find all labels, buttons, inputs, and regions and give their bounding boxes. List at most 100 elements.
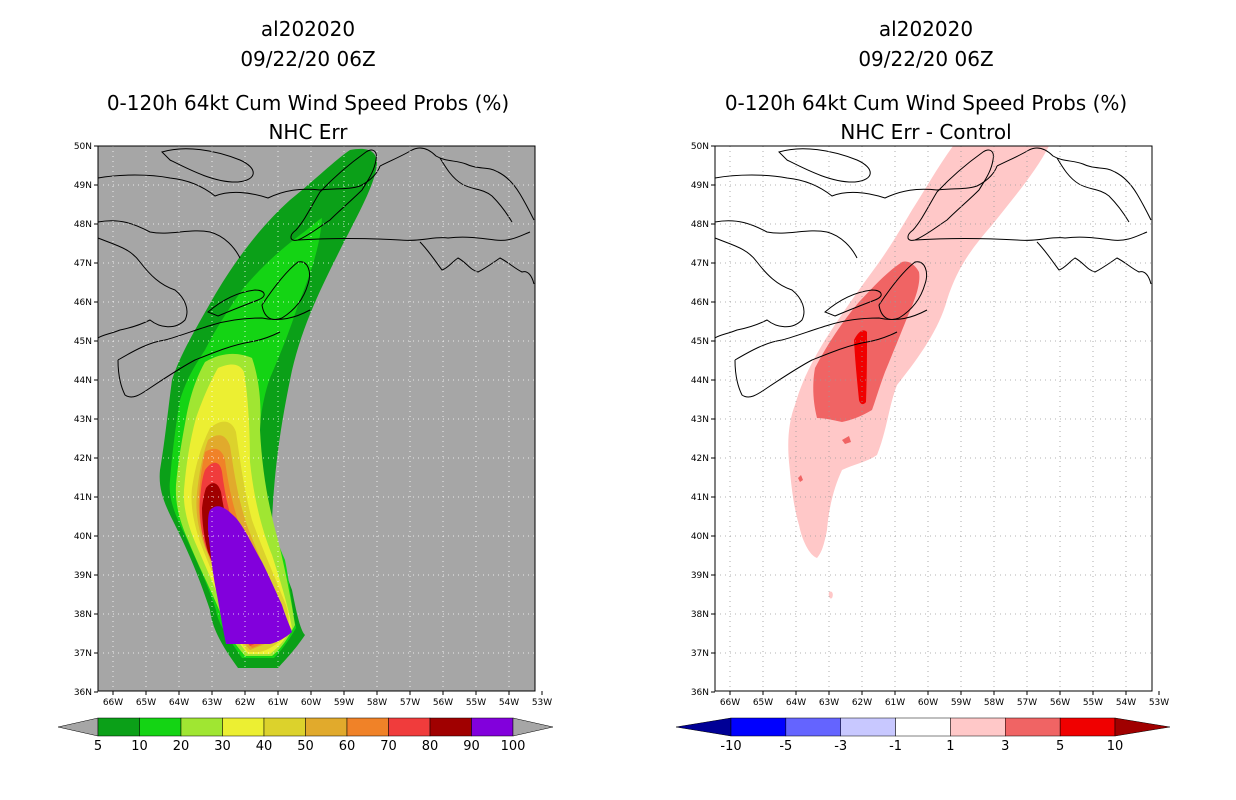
colorbar-arrow-high	[512, 717, 554, 737]
lon-label: 60W	[918, 698, 938, 708]
colorbar-label: 50	[297, 739, 314, 754]
lat-label: 48N	[74, 220, 92, 230]
colorbar-box	[840, 717, 896, 737]
colorbar-label: 1	[946, 739, 954, 754]
left-map-panel: 50N 49N 48N 47N 46N 45N 44N 43N 42N 41N 40N 39N 38N 3…	[57, 142, 554, 754]
colorbar-label: 70	[380, 739, 397, 754]
lat-label: 45N	[74, 337, 92, 347]
lat-label: 36N	[74, 688, 92, 698]
lat-label: 49N	[74, 181, 92, 191]
colorbar-label: 5	[94, 739, 102, 754]
left-lon-labels: 66W 65W 64W 63W 62W 61W 60W 59W 58W 57W 56W 55W 54W 5…	[103, 691, 552, 708]
lat-label: 36N	[691, 688, 709, 698]
lon-label: 58W	[367, 698, 387, 708]
diff-contour-3-spot-b	[798, 475, 803, 482]
right-gridlines	[715, 146, 1152, 691]
colorbar-box	[429, 717, 472, 737]
lat-label: 43N	[74, 415, 92, 425]
lon-label: 64W	[786, 698, 806, 708]
lat-label: 38N	[691, 610, 709, 620]
colorbar-box	[346, 717, 389, 737]
lon-label: 63W	[202, 698, 222, 708]
colorbar-label: 20	[173, 739, 190, 754]
lon-label: 61W	[268, 698, 288, 708]
colorbar-label: 90	[463, 739, 480, 754]
colorbar-label: -3	[834, 739, 847, 754]
colorbar-label: 3	[1001, 739, 1009, 754]
colorbar-box	[139, 717, 182, 737]
lon-label: 57W	[1017, 698, 1037, 708]
lat-label: 49N	[691, 181, 709, 191]
colorbar-arrow-low	[57, 717, 99, 737]
colorbar-label: 5	[1056, 739, 1064, 754]
lat-label: 41N	[74, 493, 92, 503]
diff-contour-3-spot-a	[842, 436, 851, 444]
lon-label: 58W	[984, 698, 1004, 708]
lon-label: 62W	[852, 698, 872, 708]
colorbar-box	[730, 717, 787, 737]
lon-label: 64W	[169, 698, 189, 708]
colorbar-box	[1005, 717, 1061, 737]
lon-label: 65W	[753, 698, 773, 708]
left-datetime: 09/22/20 06Z	[240, 47, 376, 71]
lat-label: 46N	[691, 298, 709, 308]
lat-label: 47N	[691, 259, 709, 269]
left-storm-id: al202020	[260, 17, 356, 41]
lat-label: 50N	[74, 142, 92, 152]
lat-label: 43N	[691, 415, 709, 425]
colorbar-box	[471, 717, 514, 737]
lon-label: 57W	[400, 698, 420, 708]
colorbar-arrow-low	[675, 717, 732, 737]
colorbar-box	[305, 717, 348, 737]
lon-label: 66W	[103, 698, 123, 708]
lon-label: 59W	[334, 698, 354, 708]
lat-label: 38N	[74, 610, 92, 620]
diff-contour-1	[788, 146, 1049, 558]
lon-label: 54W	[1116, 698, 1136, 708]
lat-label: 50N	[691, 142, 709, 152]
colorbar-label: 10	[1107, 739, 1124, 754]
colorbar-label: -5	[779, 739, 792, 754]
lat-label: 48N	[691, 220, 709, 230]
colorbar-label: 30	[214, 739, 231, 754]
lon-label: 60W	[301, 698, 321, 708]
right-storm-id: al202020	[878, 17, 974, 41]
right-datetime: 09/22/20 06Z	[858, 47, 994, 71]
left-subtitle: NHC Err	[268, 120, 348, 144]
lon-label: 54W	[499, 698, 519, 708]
colorbar-arrow-high	[1114, 717, 1171, 737]
colorbar-label: 40	[256, 739, 273, 754]
lon-label: 63W	[819, 698, 839, 708]
colorbar-box	[97, 717, 140, 737]
diff-contour-1-spot	[828, 591, 833, 599]
colorbar-label: -1	[889, 739, 902, 754]
lon-label: 53W	[532, 698, 552, 708]
right-product-title: 0-120h 64kt Cum Wind Speed Probs (%)	[724, 91, 1128, 115]
left-product-title: 0-120h 64kt Cum Wind Speed Probs (%)	[106, 91, 510, 115]
lat-label: 42N	[691, 454, 709, 464]
lat-label: 40N	[74, 532, 92, 542]
lon-label: 61W	[885, 698, 905, 708]
left-lat-labels: 50N 49N 48N 47N 46N 45N 44N 43N 42N 41N 40N 39N 38N 3…	[74, 142, 98, 698]
colorbar-label: 100	[501, 739, 526, 754]
right-lon-labels: 66W 65W 64W 63W 62W 61W 60W 59W 58W 57W 56W 55W 54W 5…	[720, 691, 1169, 708]
lon-label: 66W	[720, 698, 740, 708]
lon-label: 56W	[433, 698, 453, 708]
lat-label: 45N	[691, 337, 709, 347]
colorbar-box	[222, 717, 265, 737]
lon-label: 56W	[1050, 698, 1070, 708]
lat-label: 44N	[691, 376, 709, 386]
colorbar-label: 80	[422, 739, 439, 754]
colorbar-label: 60	[339, 739, 356, 754]
lat-label: 41N	[691, 493, 709, 503]
lon-label: 62W	[235, 698, 255, 708]
colorbar-label: 10	[131, 739, 148, 754]
left-gridlines	[98, 146, 535, 691]
lat-label: 42N	[74, 454, 92, 464]
colorbar-box	[950, 717, 1006, 737]
colorbar-box	[388, 717, 431, 737]
colorbar-box	[1059, 717, 1116, 737]
right-map-panel: 50N 49N 48N 47N 46N 45N 44N 43N 42N 41N 40N 39N 38N 3…	[691, 142, 1169, 708]
lat-label: 44N	[74, 376, 92, 386]
